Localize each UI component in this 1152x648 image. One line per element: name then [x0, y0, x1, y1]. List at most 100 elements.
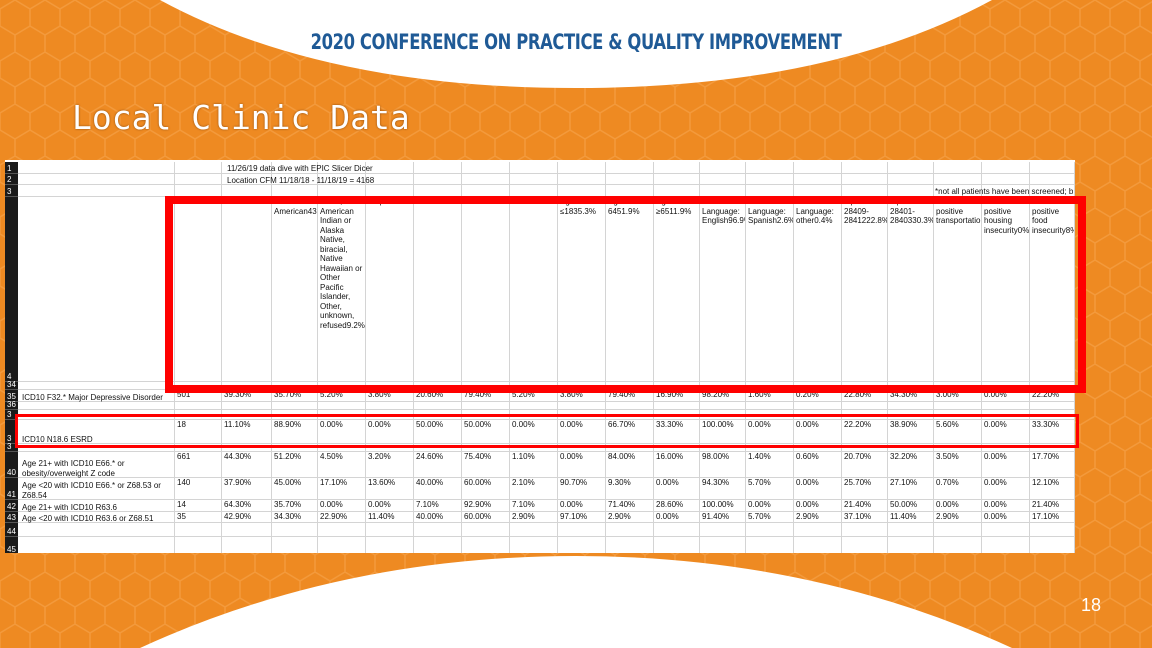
cell [18, 420, 175, 444]
cell [18, 478, 175, 500]
cell [462, 162, 510, 174]
row-label: Age <20 with ICD10 E66.* or Z68.53 or Z6… [18, 478, 175, 500]
header-value: 22.8% [866, 216, 888, 225]
cell [366, 402, 414, 410]
data-cell num: 35.70% [272, 390, 318, 402]
data-cell num: 34.30% [272, 512, 318, 523]
cell [746, 162, 794, 174]
data-cell num: 1.10% [510, 452, 558, 478]
cell [558, 537, 606, 553]
data-cell num: 100.00% [700, 420, 746, 444]
data-cell num: 3.80% [366, 390, 414, 402]
row-number: 40 [5, 452, 18, 478]
cell [606, 162, 654, 174]
cell [366, 174, 414, 185]
page-number: 18 [1081, 595, 1102, 615]
data-cell num: 27.10% [888, 478, 934, 500]
cell [606, 537, 654, 553]
note: *not all patients have been screened; b [935, 187, 1074, 196]
data-cell num: 2.10% [510, 478, 558, 500]
data-cell num: 98.20% [700, 390, 746, 402]
cell [318, 444, 366, 452]
cell [934, 523, 982, 537]
cell [1030, 444, 1075, 452]
data-cell num: 91.40% [700, 512, 746, 523]
cell [510, 523, 558, 537]
header-label: Asian, American Indian or Alaska Native,… [320, 197, 363, 330]
data-cell num: 140 [175, 478, 222, 500]
cell [558, 174, 606, 185]
cell [794, 162, 842, 174]
data-cell num: 2.90% [510, 512, 558, 523]
data-cell num: 28.60% [654, 500, 700, 512]
data-cell num: 60.00% [462, 512, 510, 523]
data-cell num: 0.00% [982, 500, 1030, 512]
cell [318, 162, 366, 174]
data-cell num: 0.00% [982, 452, 1030, 478]
cell [654, 402, 700, 410]
data-cell num: 0.00% [654, 512, 700, 523]
data-cell num: 5.70% [746, 512, 794, 523]
data-cell num: 40.00% [414, 478, 462, 500]
data-cell num: 5.60% [934, 420, 982, 444]
cell [175, 444, 222, 452]
cell [746, 174, 794, 185]
cell [794, 523, 842, 537]
data-cell num: 2.90% [934, 512, 982, 523]
cell [510, 402, 558, 410]
cell [700, 162, 746, 174]
data-cell num: 0.00% [558, 500, 606, 512]
cell [366, 537, 414, 553]
cell [606, 523, 654, 537]
cell [175, 162, 222, 174]
data-cell num: 5.20% [318, 390, 366, 402]
cell [842, 523, 888, 537]
row-number: 3 [5, 185, 18, 197]
cell [462, 402, 510, 410]
cell [842, 444, 888, 452]
cell [18, 382, 175, 390]
data-cell num: 22.20% [1030, 390, 1075, 402]
data-cell num: 37.10% [842, 512, 888, 523]
data-cell num: 21.40% [842, 500, 888, 512]
header-value: 8% [1065, 225, 1074, 235]
row-number: 2 [5, 174, 18, 185]
cell [272, 444, 318, 452]
data-cell num: 98.00% [700, 452, 746, 478]
cell [175, 402, 222, 410]
data-cell num: 0.00% [794, 478, 842, 500]
cell [414, 537, 462, 553]
cell [746, 444, 794, 452]
cell [222, 402, 272, 410]
data-cell num: 16.90% [654, 390, 700, 402]
data-cell num: 71.40% [606, 500, 654, 512]
cell [888, 523, 934, 537]
data-cell num: 0.60% [794, 452, 842, 478]
data-cell num: 51.20% [272, 452, 318, 478]
cell [654, 537, 700, 553]
cell [982, 523, 1030, 537]
data-cell num: 11.40% [888, 512, 934, 523]
cell [558, 162, 606, 174]
data-cell num: 0.00% [982, 478, 1030, 500]
data-cell num: 501 [175, 390, 222, 402]
cell [888, 537, 934, 553]
cell [700, 537, 746, 553]
cell [18, 402, 175, 410]
cell [606, 402, 654, 410]
data-cell num: 79.40% [606, 390, 654, 402]
data-cell num: 13.60% [366, 478, 414, 500]
cell [462, 444, 510, 452]
cell [746, 402, 794, 410]
cell [414, 402, 462, 410]
cell [606, 174, 654, 185]
note: Location CFM 11/18/18 - 11/18/19 = 4168 [227, 176, 375, 185]
cell [558, 402, 606, 410]
cell [510, 174, 558, 185]
cell [654, 162, 700, 174]
header-value: 0.4% [814, 216, 833, 225]
cell [842, 537, 888, 553]
cell [654, 523, 700, 537]
data-cell num: 22.80% [842, 390, 888, 402]
